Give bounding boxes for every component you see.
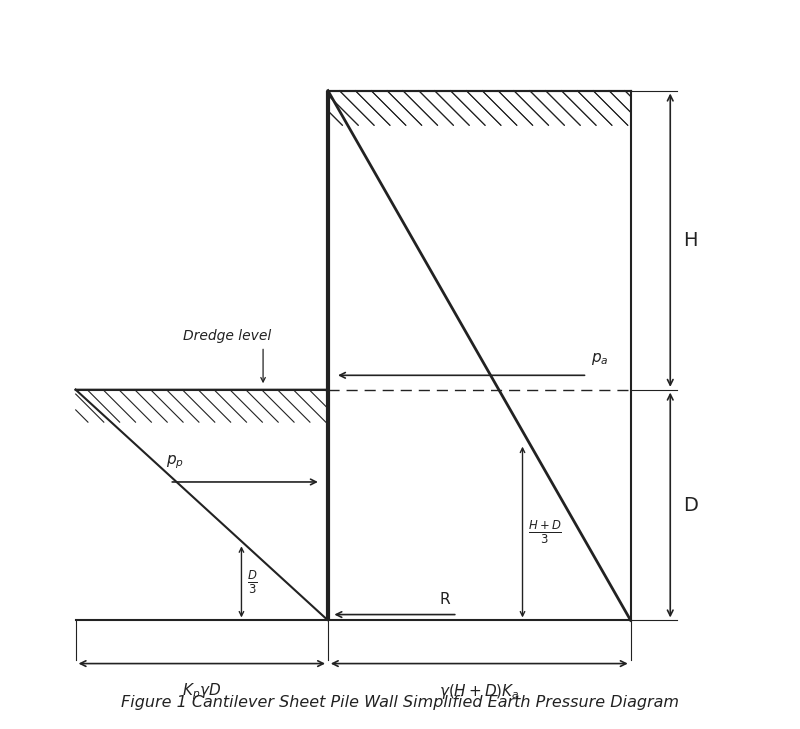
- Text: $p_a$: $p_a$: [591, 351, 609, 367]
- Polygon shape: [76, 390, 328, 620]
- Text: $\frac{H+D}{3}$: $\frac{H+D}{3}$: [528, 518, 562, 546]
- Text: R: R: [440, 593, 450, 607]
- Text: $\gamma(H+D)K_a$: $\gamma(H+D)K_a$: [439, 682, 520, 701]
- Bar: [328, 90, 630, 125]
- Text: $K_p \gamma D$: $K_p \gamma D$: [182, 682, 222, 702]
- Bar: [76, 390, 328, 422]
- Polygon shape: [328, 90, 630, 620]
- Text: Dredge level: Dredge level: [183, 329, 271, 343]
- Text: H: H: [683, 230, 698, 250]
- Text: Figure 1 Cantilever Sheet Pile Wall Simplified Earth Pressure Diagram: Figure 1 Cantilever Sheet Pile Wall Simp…: [121, 695, 679, 711]
- Text: $\frac{D}{3}$: $\frac{D}{3}$: [247, 568, 258, 596]
- Text: $p_p$: $p_p$: [166, 453, 184, 471]
- Text: D: D: [683, 496, 698, 515]
